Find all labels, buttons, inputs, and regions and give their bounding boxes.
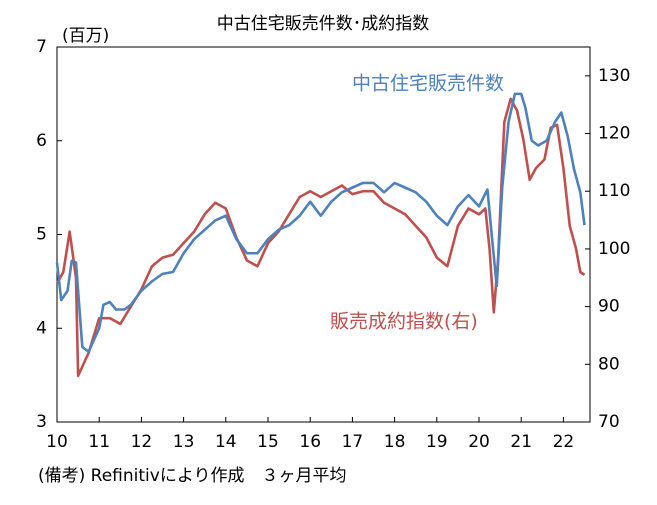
y-unit: (百万): [62, 26, 109, 46]
x-tick-label: 11: [88, 432, 110, 452]
x-tick-label: 12: [131, 432, 153, 452]
x-tick-label: 14: [215, 432, 237, 452]
y2-tick-label: 80: [598, 354, 620, 374]
y-tick-label: 6: [36, 131, 47, 151]
x-tick-label: 17: [342, 432, 364, 452]
y2-tick-label: 110: [598, 181, 630, 201]
x-tick-label: 13: [173, 432, 195, 452]
x-tick-label: 22: [553, 432, 575, 452]
x-tick-label: 21: [510, 432, 532, 452]
y-tick-label: 7: [36, 37, 47, 57]
x-tick-label: 16: [299, 432, 321, 452]
x-tick-label: 18: [384, 432, 406, 452]
x-tick-label: 19: [426, 432, 448, 452]
chart-title: 中古住宅販売件数･成約指数: [217, 14, 430, 34]
y-tick-label: 5: [36, 225, 47, 245]
x-tick-label: 10: [46, 432, 68, 452]
series-label: 販売成約指数(右): [330, 311, 478, 333]
series-line: [55, 92, 586, 353]
y2-tick-label: 130: [598, 66, 630, 86]
y-tick-label: 4: [36, 318, 47, 338]
x-tick-label: 20: [468, 432, 490, 452]
footnote: (備考) Refinitivにより作成 ３ヶ月平均: [38, 466, 347, 486]
y2-tick-label: 120: [598, 124, 630, 144]
y2-tick-label: 70: [598, 412, 620, 432]
x-tick-label: 15: [257, 432, 279, 452]
y2-tick-label: 90: [598, 297, 620, 317]
y-tick-label: 3: [36, 412, 47, 432]
series-line: [55, 97, 586, 378]
y2-tick-label: 100: [598, 239, 630, 259]
series-label: 中古住宅販売件数: [352, 73, 504, 95]
